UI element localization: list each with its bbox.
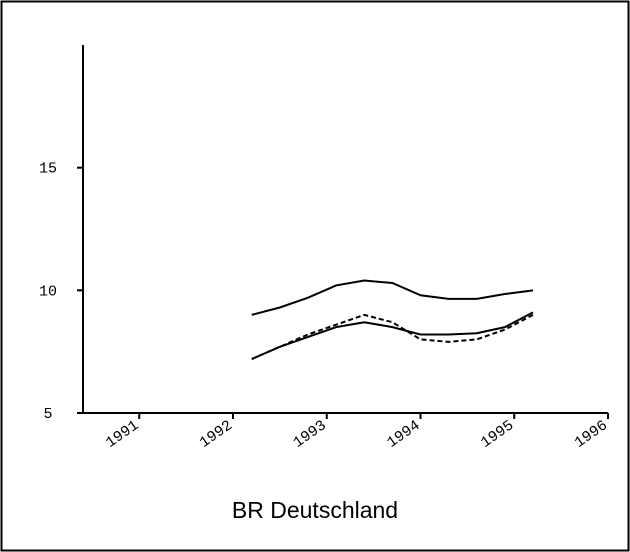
x-tick-label: 1992 — [197, 417, 236, 452]
x-tick-label: 1995 — [478, 417, 517, 452]
series-line — [251, 313, 534, 360]
y-tick-label: 5 — [43, 406, 52, 423]
y-tick-label: 15 — [39, 161, 57, 178]
x-tick-label: 1994 — [384, 417, 423, 452]
y-tick-label: 10 — [39, 283, 57, 300]
x-tick-label: 1991 — [103, 417, 142, 452]
x-tick-label: 1993 — [290, 417, 329, 452]
series-line — [251, 311, 534, 360]
x-tick-label: 1996 — [572, 417, 611, 452]
chart-title: BR Deutschland — [232, 497, 398, 523]
series-line — [251, 279, 534, 316]
